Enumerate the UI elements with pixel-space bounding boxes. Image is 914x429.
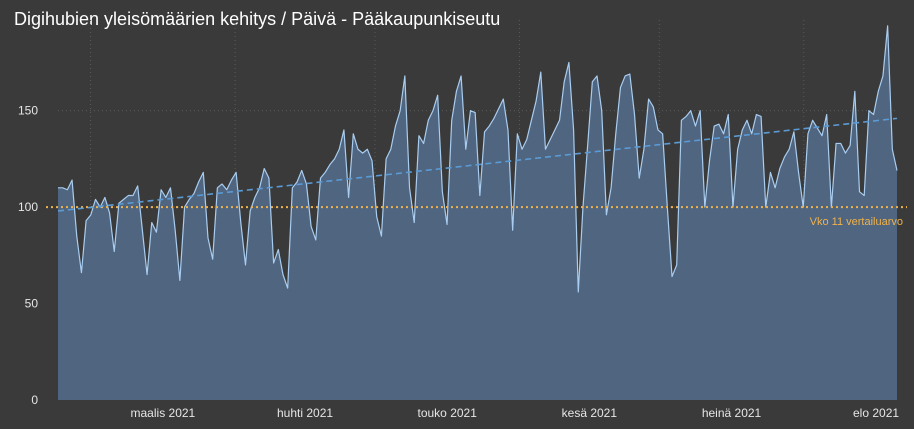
chart-title: Digihubien yleisömäärien kehitys / Päivä… bbox=[14, 9, 501, 29]
x-tick-label-3: kesä 2021 bbox=[562, 406, 618, 420]
y-tick-label-50: 50 bbox=[25, 297, 39, 311]
series-line bbox=[58, 25, 898, 293]
x-tick-label-2: touko 2021 bbox=[418, 406, 478, 420]
y-tick-label-100: 100 bbox=[18, 200, 38, 214]
trend-line bbox=[57, 117, 898, 212]
x-tick-label-1: huhti 2021 bbox=[277, 406, 333, 420]
reference-line-label: Vko 11 vertailuarvo bbox=[810, 216, 903, 228]
x-tick-label-5: elo 2021 bbox=[853, 406, 899, 420]
x-tick-label-4: heinä 2021 bbox=[702, 406, 762, 420]
y-tick-label-150: 150 bbox=[18, 104, 38, 118]
area-fill bbox=[58, 25, 897, 400]
y-tick-label-0: 0 bbox=[31, 393, 38, 407]
x-tick-label-0: maalis 2021 bbox=[131, 406, 196, 420]
